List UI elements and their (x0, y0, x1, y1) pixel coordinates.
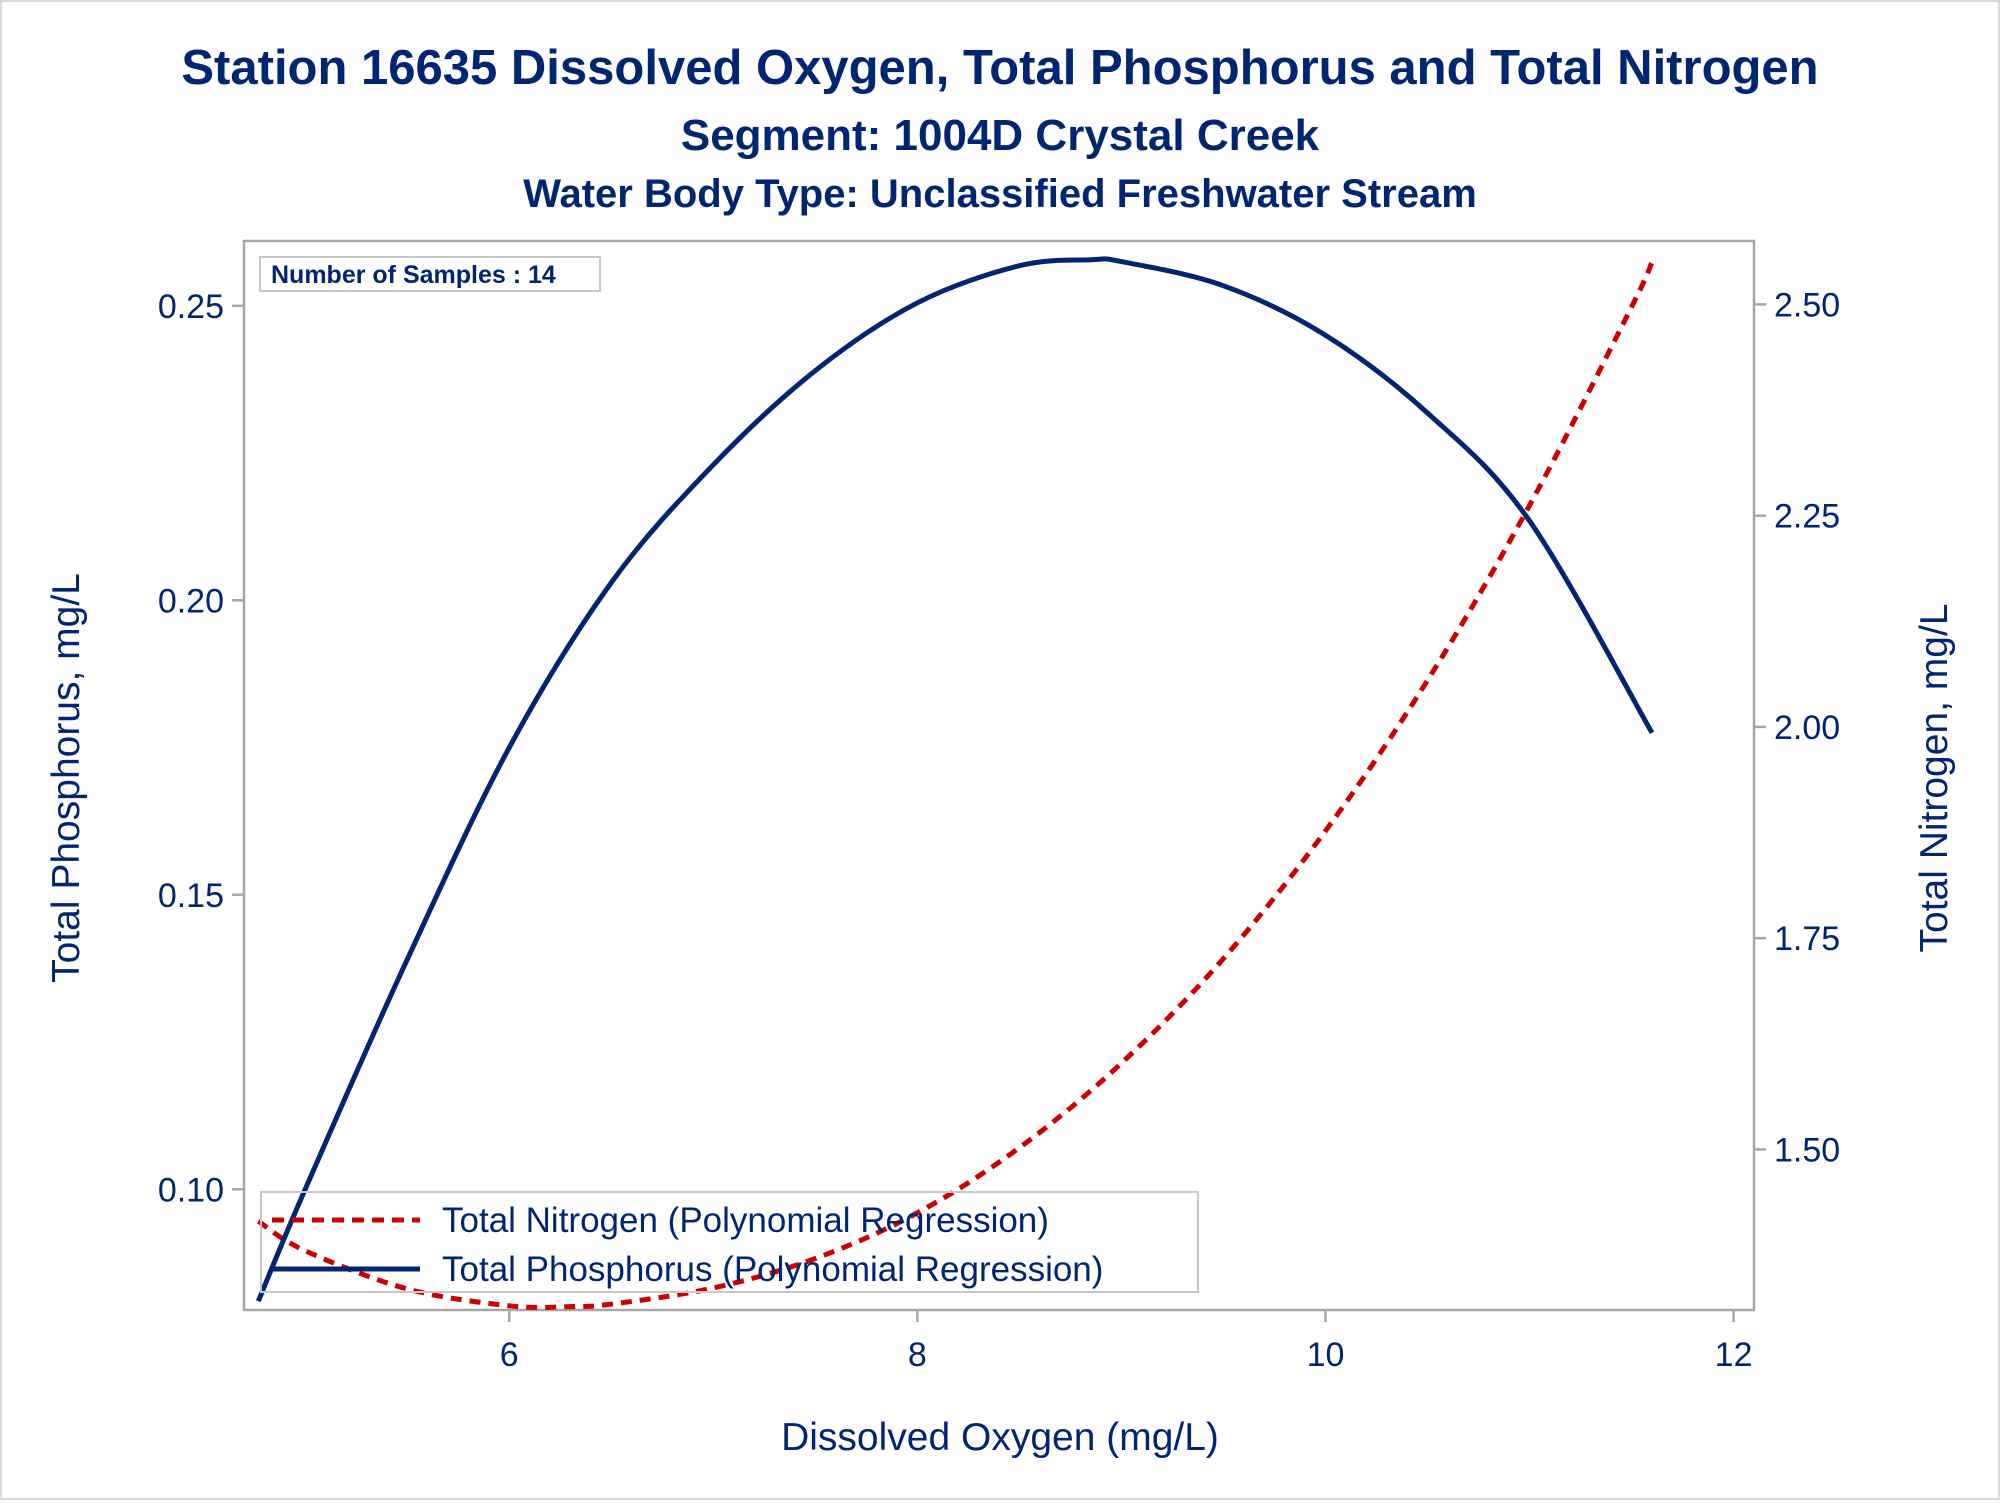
chart-subtitle: Segment: 1004D Crystal Creek (681, 111, 1320, 160)
y-axis-left: 0.10 0.15 0.20 0.25 (158, 288, 244, 1209)
y-left-tick-label: 0.10 (158, 1171, 224, 1209)
x-tick-label: 12 (1715, 1336, 1753, 1374)
sample-count-label: Number of Samples : 14 (271, 261, 556, 289)
chart-subtitle-2: Water Body Type: Unclassified Freshwater… (523, 172, 1477, 216)
y-left-tick-label: 0.20 (158, 582, 224, 620)
plot-area (242, 239, 1756, 1312)
y-axis-left-label: Total Phosphorus, mg/L (45, 573, 88, 983)
x-axis-label: Dissolved Oxygen (mg/L) (781, 1416, 1219, 1459)
legend-phosphorus-label: Total Phosphorus (Polynomial Regression) (442, 1250, 1103, 1289)
phosphorus-series-line (255, 256, 1655, 1303)
series-layer (255, 256, 1655, 1310)
legend-box (260, 1191, 1199, 1293)
y-right-tick-label: 2.25 (1774, 498, 1840, 536)
y-right-tick-label: 1.75 (1774, 920, 1840, 958)
y-right-tick-label: 2.50 (1774, 286, 1840, 324)
y-left-tick-label: 0.25 (158, 288, 224, 326)
y-axis-right: 1.50 1.75 2.00 2.25 2.50 (1754, 286, 1840, 1169)
sample-count-box (259, 256, 601, 292)
nitrogen-series-line (256, 261, 1655, 1310)
chart-title: Station 16635 Dissolved Oxygen, Total Ph… (181, 41, 1818, 95)
legend-nitrogen-label: Total Nitrogen (Polynomial Regression) (442, 1201, 1049, 1240)
x-tick-label: 10 (1307, 1336, 1345, 1374)
x-tick-label: 8 (908, 1336, 927, 1374)
y-right-tick-label: 2.00 (1774, 709, 1840, 747)
y-right-tick-label: 1.50 (1774, 1131, 1840, 1169)
y-left-tick-label: 0.15 (158, 877, 224, 915)
x-tick-label: 6 (500, 1336, 519, 1374)
y-axis-right-label: Total Nitrogen, mg/L (1913, 603, 1956, 952)
x-axis: 6 8 10 12 (500, 1310, 1753, 1374)
